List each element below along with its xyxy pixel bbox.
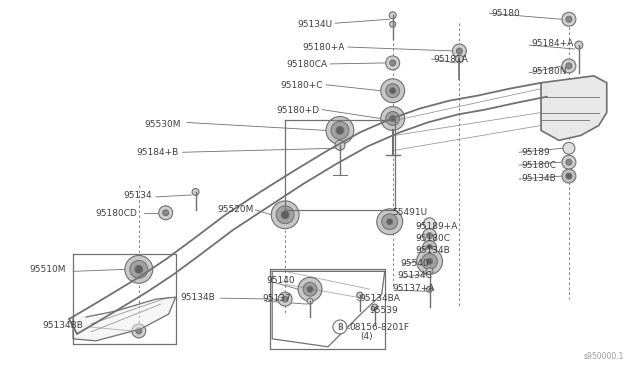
- Circle shape: [386, 112, 399, 125]
- Text: 95189: 95189: [521, 148, 550, 157]
- Circle shape: [132, 324, 146, 338]
- Circle shape: [566, 173, 572, 179]
- Circle shape: [390, 21, 396, 27]
- Circle shape: [192, 189, 199, 195]
- Circle shape: [426, 244, 433, 250]
- Circle shape: [130, 260, 148, 278]
- Circle shape: [307, 298, 313, 304]
- Text: 95189+A: 95189+A: [415, 222, 458, 231]
- Circle shape: [381, 79, 404, 103]
- Circle shape: [271, 201, 299, 229]
- Circle shape: [422, 241, 436, 254]
- Circle shape: [562, 12, 576, 26]
- Text: 95134B: 95134B: [415, 246, 451, 254]
- Circle shape: [390, 116, 396, 122]
- Circle shape: [417, 248, 442, 274]
- Text: 95180+C: 95180+C: [280, 81, 323, 90]
- Circle shape: [387, 219, 393, 225]
- Circle shape: [282, 296, 288, 302]
- Text: 95530M: 95530M: [144, 119, 180, 128]
- Text: 95184+A: 95184+A: [531, 39, 573, 48]
- Circle shape: [426, 286, 433, 292]
- Circle shape: [426, 268, 433, 275]
- Text: 95134B: 95134B: [180, 293, 216, 302]
- Circle shape: [278, 292, 292, 306]
- Text: 95134C: 95134C: [397, 271, 433, 280]
- Circle shape: [372, 304, 378, 310]
- Text: 08156-8201F: 08156-8201F: [350, 323, 410, 332]
- Circle shape: [566, 63, 572, 69]
- Text: 95540: 95540: [401, 259, 429, 269]
- Circle shape: [298, 277, 322, 301]
- Circle shape: [390, 88, 396, 94]
- Circle shape: [566, 16, 572, 22]
- Circle shape: [452, 44, 467, 58]
- Text: (4): (4): [360, 332, 372, 341]
- Text: B: B: [337, 323, 343, 332]
- Circle shape: [456, 55, 463, 63]
- Circle shape: [575, 41, 583, 49]
- Text: s950000.1: s950000.1: [583, 352, 623, 361]
- Text: 95520M: 95520M: [217, 205, 253, 214]
- Circle shape: [163, 210, 169, 216]
- Text: 95181A: 95181A: [433, 55, 468, 64]
- Text: 95180C: 95180C: [415, 234, 451, 243]
- Text: 95180+D: 95180+D: [276, 106, 319, 115]
- Polygon shape: [541, 76, 607, 140]
- Text: 95137: 95137: [262, 294, 291, 303]
- Circle shape: [456, 48, 462, 54]
- Text: 95140: 95140: [266, 276, 295, 285]
- Circle shape: [276, 206, 294, 224]
- Text: 95134: 95134: [123, 191, 152, 200]
- Text: 55491U: 55491U: [393, 208, 428, 217]
- Circle shape: [562, 169, 576, 183]
- Circle shape: [333, 320, 347, 334]
- Circle shape: [426, 259, 433, 264]
- Text: 95134U: 95134U: [298, 20, 333, 29]
- Text: 95510M: 95510M: [29, 265, 66, 275]
- Circle shape: [326, 116, 354, 144]
- Circle shape: [426, 232, 433, 238]
- Text: 95134B: 95134B: [521, 174, 556, 183]
- Circle shape: [377, 209, 403, 235]
- Circle shape: [357, 292, 363, 298]
- Circle shape: [336, 126, 344, 134]
- Circle shape: [281, 211, 289, 219]
- Circle shape: [562, 155, 576, 169]
- Circle shape: [135, 265, 143, 273]
- Circle shape: [424, 218, 435, 230]
- Circle shape: [422, 253, 438, 269]
- Circle shape: [331, 122, 349, 140]
- Text: 95180C: 95180C: [521, 161, 556, 170]
- Circle shape: [563, 142, 575, 154]
- Circle shape: [159, 206, 173, 220]
- Circle shape: [136, 328, 142, 334]
- Circle shape: [562, 59, 576, 73]
- Text: 95134BB: 95134BB: [42, 321, 83, 330]
- Circle shape: [389, 12, 396, 19]
- Circle shape: [386, 56, 399, 70]
- Text: 95539: 95539: [370, 306, 399, 315]
- Text: 95180+A: 95180+A: [303, 43, 345, 52]
- Polygon shape: [73, 297, 175, 341]
- Circle shape: [307, 286, 313, 292]
- Circle shape: [390, 60, 396, 66]
- Circle shape: [125, 256, 153, 283]
- Circle shape: [566, 159, 572, 165]
- Circle shape: [381, 107, 404, 131]
- Circle shape: [303, 282, 317, 296]
- Text: 95180CA: 95180CA: [287, 60, 328, 69]
- Circle shape: [381, 214, 397, 230]
- Text: 95137+A: 95137+A: [393, 284, 435, 293]
- Text: 95184+B: 95184+B: [136, 148, 179, 157]
- Text: 95180: 95180: [492, 9, 520, 18]
- Text: 95180CD: 95180CD: [95, 209, 137, 218]
- Circle shape: [335, 140, 345, 150]
- Circle shape: [386, 84, 399, 98]
- Text: 95134BA: 95134BA: [360, 294, 401, 303]
- Circle shape: [422, 229, 436, 243]
- Text: 95180N: 95180N: [531, 67, 566, 76]
